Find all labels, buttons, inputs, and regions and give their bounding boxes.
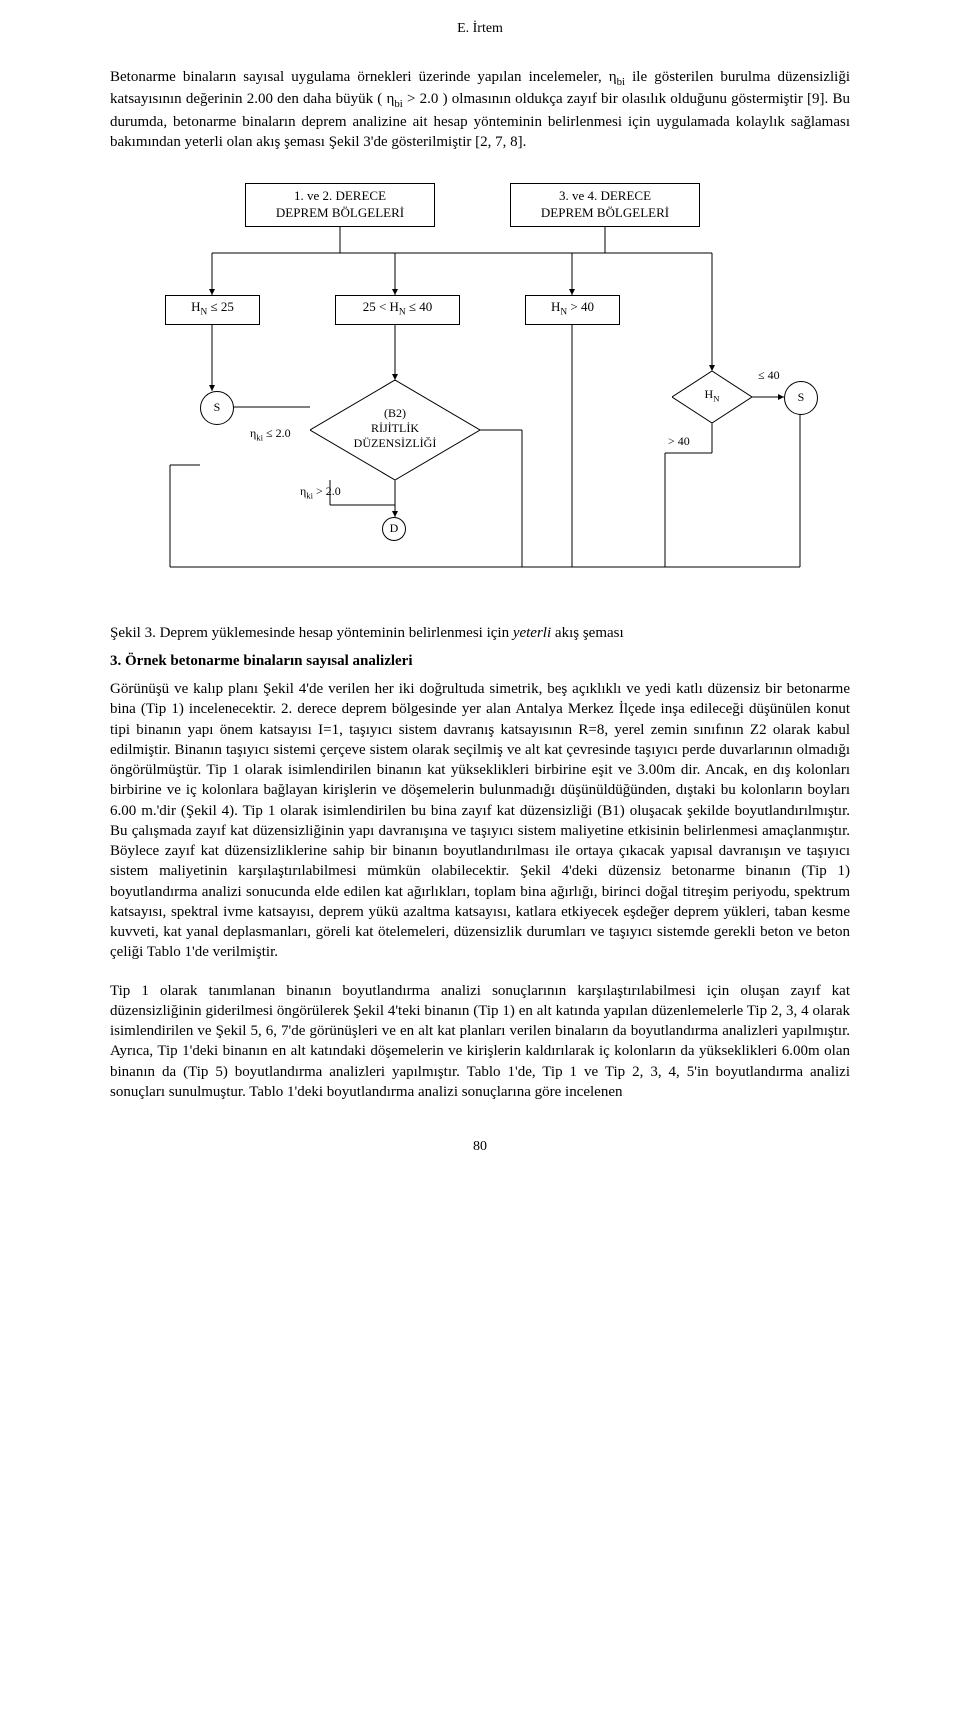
diamond-b2-text: (B2)RİJİTLİKDÜZENSİZLİĞİ — [310, 406, 480, 451]
label-eta-gt: ηki > 2.0 — [300, 483, 341, 502]
diamond-b2-rigidity: (B2)RİJİTLİKDÜZENSİZLİĞİ — [310, 380, 480, 480]
page-number: 80 — [110, 1138, 850, 1157]
diamond-hn-text: HN — [672, 387, 752, 404]
page: E. İrtem Betonarme binaların sayısal uyg… — [0, 0, 960, 1197]
cond-hn-le-25-text: HN ≤ 25 — [191, 299, 234, 319]
body-paragraph-1: Görünüşü ve kalıp planı Şekil 4'de veril… — [110, 679, 850, 963]
connector-s-right-label: S — [798, 390, 805, 404]
connector-d: D — [382, 517, 406, 541]
cond-hn-gt-40: HN > 40 — [525, 295, 620, 325]
connector-d-label: D — [390, 521, 399, 535]
body-paragraph-2: Tip 1 olarak tanımlanan binanın boyutlan… — [110, 981, 850, 1103]
flowchart-figure-3: 1. ve 2. DERECEDEPREM BÖLGELERİ 3. ve 4.… — [110, 175, 850, 595]
connector-s-right: S — [784, 381, 818, 415]
connector-s-left: S — [200, 391, 234, 425]
diamond-hn: HN — [672, 371, 752, 423]
cond-hn-gt-40-text: HN > 40 — [551, 299, 594, 319]
node-region-3-4-text: 3. ve 4. DERECEDEPREM BÖLGELERİ — [541, 188, 669, 221]
label-hn-gt40: > 40 — [668, 433, 690, 449]
connector-s-left-label: S — [214, 400, 221, 414]
node-region-1-2: 1. ve 2. DERECEDEPREM BÖLGELERİ — [245, 183, 435, 227]
cond-hn-25-40-text: 25 < HN ≤ 40 — [363, 299, 433, 319]
intro-paragraph: Betonarme binaların sayısal uygulama örn… — [110, 67, 850, 153]
label-eta-le: ηki ≤ 2.0 — [250, 425, 291, 444]
section-3-title: 3. Örnek betonarme binaların sayısal ana… — [110, 651, 850, 671]
cond-hn-le-25: HN ≤ 25 — [165, 295, 260, 325]
label-hn-le40: ≤ 40 — [758, 367, 780, 383]
header-author: E. İrtem — [110, 20, 850, 39]
figure-3-caption: Şekil 3. Deprem yüklemesinde hesap yönte… — [110, 623, 850, 643]
node-region-3-4: 3. ve 4. DERECEDEPREM BÖLGELERİ — [510, 183, 700, 227]
cond-hn-25-40: 25 < HN ≤ 40 — [335, 295, 460, 325]
node-region-1-2-text: 1. ve 2. DERECEDEPREM BÖLGELERİ — [276, 188, 404, 221]
